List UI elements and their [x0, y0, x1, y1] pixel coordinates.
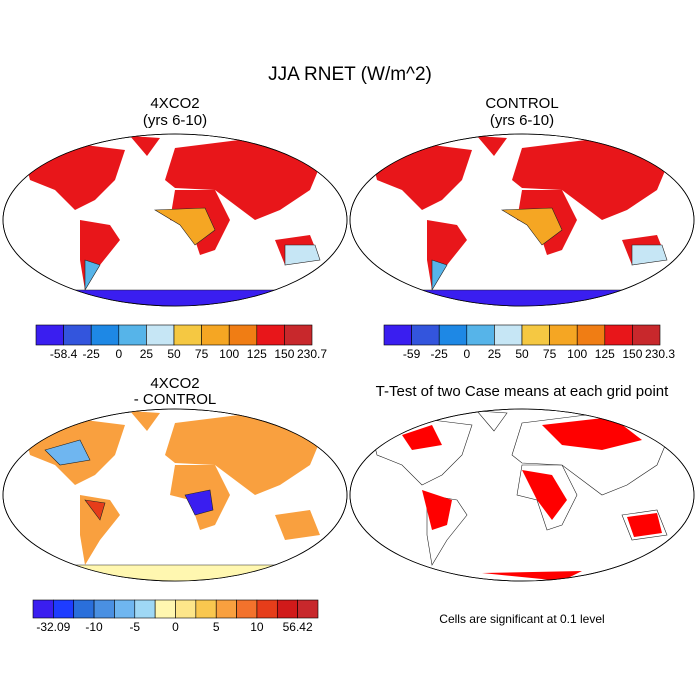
- colorbar-label: 0: [172, 620, 179, 634]
- colorbar-swatch: [53, 599, 75, 619]
- panel-subtitle: - CONTROL: [134, 391, 217, 408]
- colorbar-label: -32.09: [36, 620, 70, 634]
- map: [349, 133, 695, 307]
- colorbar-label: 150: [274, 347, 294, 361]
- colorbar-label: 100: [219, 347, 239, 361]
- colorbar-label: -10: [85, 620, 103, 634]
- colorbar-label: 50: [515, 347, 529, 361]
- colorbar-swatch: [90, 324, 120, 346]
- colorbar-swatch: [215, 599, 237, 619]
- colorbar-label: -59: [403, 347, 421, 361]
- colorbar-swatch: [228, 324, 258, 346]
- colorbar-label: 10: [250, 620, 264, 634]
- colorbar-swatch: [494, 324, 523, 346]
- colorbar-label: 125: [595, 347, 615, 361]
- colorbar-label: 125: [247, 347, 267, 361]
- colorbar-swatch: [154, 599, 176, 619]
- colorbars: -58.4 -25 0 25 50 75 100 125 150 230.7 -59 -25 0 25 50…: [32, 324, 675, 634]
- colorbar-label: 150: [622, 347, 642, 361]
- figure-title: JJA RNET (W/m^2): [268, 64, 432, 85]
- colorbar-swatch: [256, 599, 278, 619]
- colorbar-swatch: [576, 324, 606, 346]
- map: [349, 408, 695, 582]
- colorbar-swatch: [276, 599, 298, 619]
- colorbar-label: -58.4: [50, 347, 78, 361]
- colorbar-label: 230.3: [645, 347, 675, 361]
- colorbar-label: 100: [567, 347, 587, 361]
- colorbar-swatch: [201, 324, 230, 346]
- colorbar-swatch: [118, 324, 147, 346]
- colorbar-label: 0: [115, 347, 122, 361]
- colorbar-swatch: [383, 324, 412, 346]
- colorbar-label: 75: [543, 347, 557, 361]
- colorbar-swatch: [175, 599, 197, 619]
- panel-title: T-Test of two Case means at each grid po…: [376, 383, 669, 400]
- colorbar-swatch: [93, 599, 115, 619]
- panel-subtitle: (yrs 6-10): [143, 112, 207, 129]
- colorbar-swatch: [297, 599, 319, 619]
- colorbar-label: 5: [213, 620, 220, 634]
- colorbar-swatch: [466, 324, 495, 346]
- colorbar-swatch: [195, 599, 217, 619]
- colorbar-swatch: [549, 324, 578, 346]
- colorbar-label: 56.42: [283, 620, 313, 634]
- panel-title: CONTROL: [485, 95, 558, 112]
- colorbar-label: 230.7: [297, 347, 327, 361]
- colorbar-label: -25: [83, 347, 101, 361]
- colorbar-swatch: [134, 599, 156, 619]
- colorbar-swatch: [114, 599, 136, 619]
- colorbar-label: 25: [140, 347, 154, 361]
- panel-title: 4XCO2: [150, 375, 199, 392]
- colorbar-swatch: [438, 324, 468, 346]
- colorbar-swatch: [32, 599, 54, 619]
- panel-title: 4XCO2: [150, 95, 199, 112]
- colorbar-label: 25: [488, 347, 502, 361]
- colorbar-swatch: [173, 324, 202, 346]
- colorbar-label: -25: [431, 347, 449, 361]
- colorbar-swatch: [284, 324, 313, 346]
- map: [2, 408, 348, 582]
- colorbar-swatch: [35, 324, 64, 346]
- colorbar-swatch: [411, 324, 440, 346]
- colorbar-swatch: [146, 324, 175, 346]
- colorbar-label: 0: [463, 347, 470, 361]
- colorbar-swatch: [521, 324, 550, 346]
- colorbar-label: 50: [167, 347, 181, 361]
- colorbar-swatch: [73, 599, 95, 619]
- colorbar-label: 75: [195, 347, 209, 361]
- panel-subtitle: (yrs 6-10): [490, 112, 554, 129]
- colorbar-swatch: [63, 324, 92, 346]
- map: [2, 133, 348, 307]
- colorbar-swatch: [236, 599, 258, 619]
- colorbar-swatch: [256, 324, 285, 346]
- colorbar-swatch: [604, 324, 633, 346]
- colorbar-label: -5: [129, 620, 140, 634]
- colorbar-swatch: [632, 324, 661, 346]
- panel-note: Cells are significant at 0.1 level: [439, 612, 604, 626]
